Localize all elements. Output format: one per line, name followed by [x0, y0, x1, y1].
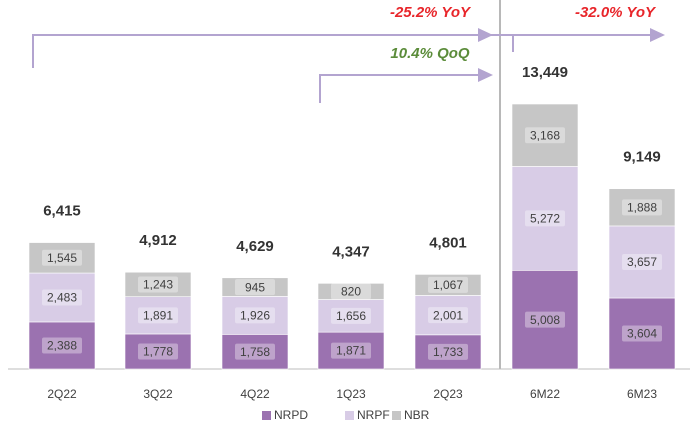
bar-segment — [608, 225, 676, 299]
segment-label: 5,008 — [530, 313, 560, 327]
bar-segment — [511, 270, 579, 370]
legend-swatch — [392, 411, 401, 420]
segment-label: 1,871 — [336, 344, 366, 358]
segment-label: 1,067 — [433, 278, 463, 292]
annotation: -25.2% YoY — [390, 4, 472, 21]
label-box — [235, 343, 275, 360]
total-label: 13,449 — [522, 64, 568, 81]
annotation: 10.4% QoQ — [390, 45, 470, 62]
bar-segment — [28, 321, 96, 370]
x-tick-label: 1Q23 — [336, 387, 366, 401]
total-label: 9,149 — [623, 149, 661, 166]
bar-segment — [511, 103, 579, 167]
segment-label: 5,272 — [530, 212, 560, 226]
label-box — [428, 307, 468, 324]
x-tick-label: 2Q22 — [47, 387, 77, 401]
label-box — [235, 307, 275, 324]
segment-label: 3,168 — [530, 128, 560, 142]
arrow-line — [512, 34, 650, 52]
segment-label: 1,888 — [627, 201, 657, 215]
label-box — [235, 279, 275, 296]
legend-label: NRPD — [274, 408, 308, 422]
segment-label: 3,657 — [627, 255, 657, 269]
legend-swatch — [262, 411, 271, 420]
arrow-line — [319, 74, 478, 103]
segment-label: 1,733 — [433, 345, 463, 359]
total-label: 6,415 — [43, 203, 81, 220]
total-label: 4,912 — [139, 232, 177, 249]
bar-segment — [317, 331, 385, 370]
segment-label: 2,483 — [47, 291, 77, 305]
total-label: 4,801 — [429, 234, 467, 251]
total-label: 4,629 — [236, 238, 274, 255]
segment-label: 1,656 — [336, 309, 366, 323]
bar-segment — [317, 299, 385, 333]
label-box — [525, 210, 565, 227]
label-box — [331, 342, 371, 359]
label-box — [428, 276, 468, 293]
bar-segment — [221, 296, 289, 335]
label-box — [331, 307, 371, 324]
x-tick-label: 2Q23 — [433, 387, 463, 401]
arrow-head — [478, 68, 493, 82]
label-box — [138, 307, 178, 324]
legend-label: NRPF — [357, 408, 390, 422]
bar-segment — [221, 277, 289, 297]
bar-segment — [414, 274, 482, 296]
x-tick-label: 4Q22 — [240, 387, 270, 401]
arrow-head — [650, 28, 665, 42]
label-box — [42, 249, 82, 266]
label-box — [622, 199, 662, 216]
label-box — [42, 337, 82, 354]
label-box — [525, 127, 565, 144]
bar-segment — [124, 296, 192, 335]
segment-label: 1,243 — [143, 278, 173, 292]
label-box — [138, 276, 178, 293]
bar-segment — [414, 295, 482, 336]
segment-label: 1,926 — [240, 309, 270, 323]
legend-swatch — [345, 411, 354, 420]
x-tick-label: 6M22 — [530, 387, 560, 401]
label-box — [428, 343, 468, 360]
bar-segment — [511, 166, 579, 271]
bar-segment — [608, 188, 676, 227]
label-box — [622, 325, 662, 342]
x-tick-label: 6M23 — [627, 387, 657, 401]
label-box — [331, 283, 371, 300]
arrows — [32, 28, 665, 103]
label-box — [525, 311, 565, 328]
x-tick-label: 3Q22 — [143, 387, 173, 401]
bar-segment — [124, 333, 192, 370]
segment-label: 1,891 — [143, 309, 173, 323]
label-box — [42, 289, 82, 306]
legend-label: NBR — [404, 408, 430, 422]
segment-label: 1,778 — [143, 345, 173, 359]
bar-segment — [28, 242, 96, 274]
segment-label: 820 — [341, 285, 361, 299]
label-box — [622, 253, 662, 270]
segment-label: 3,604 — [627, 327, 657, 341]
segment-label: 2,388 — [47, 339, 77, 353]
segment-label: 1,758 — [240, 345, 270, 359]
segment-label: 2,001 — [433, 308, 463, 322]
bar-segment — [221, 334, 289, 370]
arrow-head — [478, 28, 493, 42]
annotation: -32.0% YoY — [575, 4, 657, 21]
bar-segment — [608, 297, 676, 370]
segment-label: 1,545 — [47, 251, 77, 265]
label-box — [138, 343, 178, 360]
bar-segment — [414, 334, 482, 370]
bar-segment — [317, 283, 385, 300]
bar-segment — [124, 271, 192, 298]
total-label: 4,347 — [332, 243, 370, 260]
segment-label: 945 — [245, 280, 265, 294]
